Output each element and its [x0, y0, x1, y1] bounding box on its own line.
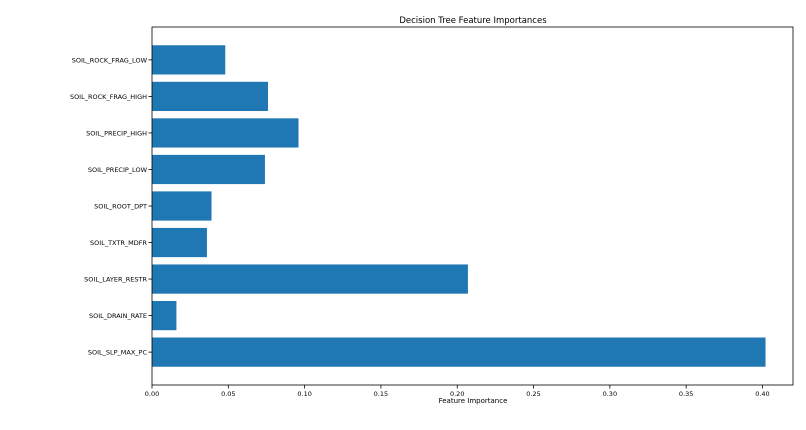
bars-layer: [152, 45, 766, 367]
x-tick-label: 0.25: [526, 390, 540, 398]
x-tick-label: 0.00: [145, 390, 159, 398]
y-tick-label: SOIL_PRECIP_HIGH: [86, 129, 147, 137]
y-tick-label: SOIL_DRAIN_RATE: [89, 312, 147, 320]
bar-soil-slp-max-pc: [152, 337, 766, 367]
x-tick-label: 0.35: [679, 390, 693, 398]
bar-soil-rock-frag-high: [152, 81, 268, 112]
bar-soil-rock-frag-low: [152, 45, 226, 75]
x-tick-label: 0.40: [755, 390, 769, 398]
x-tick-label: 0.20: [450, 390, 464, 398]
y-tick-label: SOIL_ROCK_FRAG_LOW: [72, 56, 148, 64]
x-tick-label: 0.30: [603, 390, 617, 398]
bar-soil-txtr-mdfr: [152, 227, 207, 258]
y-tick-label: SOIL_PRECIP_LOW: [88, 166, 148, 174]
y-tick-label: SOIL_SLP_MAX_PC: [88, 349, 148, 357]
y-tick-label: SOIL_ROOT_DPT: [94, 203, 147, 211]
y-tick-label: SOIL_TXTR_MDFR: [90, 239, 147, 247]
x-tick-label: 0.05: [221, 390, 235, 398]
bar-soil-root-dpt: [152, 191, 212, 221]
bar-soil-precip-high: [152, 118, 299, 148]
x-axis-label: Feature Importance: [439, 397, 508, 405]
x-tick-label: 0.15: [374, 390, 388, 398]
bar-soil-drain-rate: [152, 300, 177, 331]
chart-title: Decision Tree Feature Importances: [399, 16, 547, 26]
plot-frame: [151, 26, 794, 386]
axes-layer: SOIL_SLP_MAX_PC SOIL_DRAIN_RATE SOIL_LAYER…: [70, 26, 794, 398]
y-tick-label: SOIL_ROCK_FRAG_HIGH: [70, 93, 147, 101]
x-tick-label: 0.10: [297, 390, 311, 398]
bar-soil-precip-low: [152, 154, 265, 185]
bar-soil-layer-restr: [152, 264, 468, 294]
y-tick-label: SOIL_LAYER_RESTR: [84, 276, 147, 284]
